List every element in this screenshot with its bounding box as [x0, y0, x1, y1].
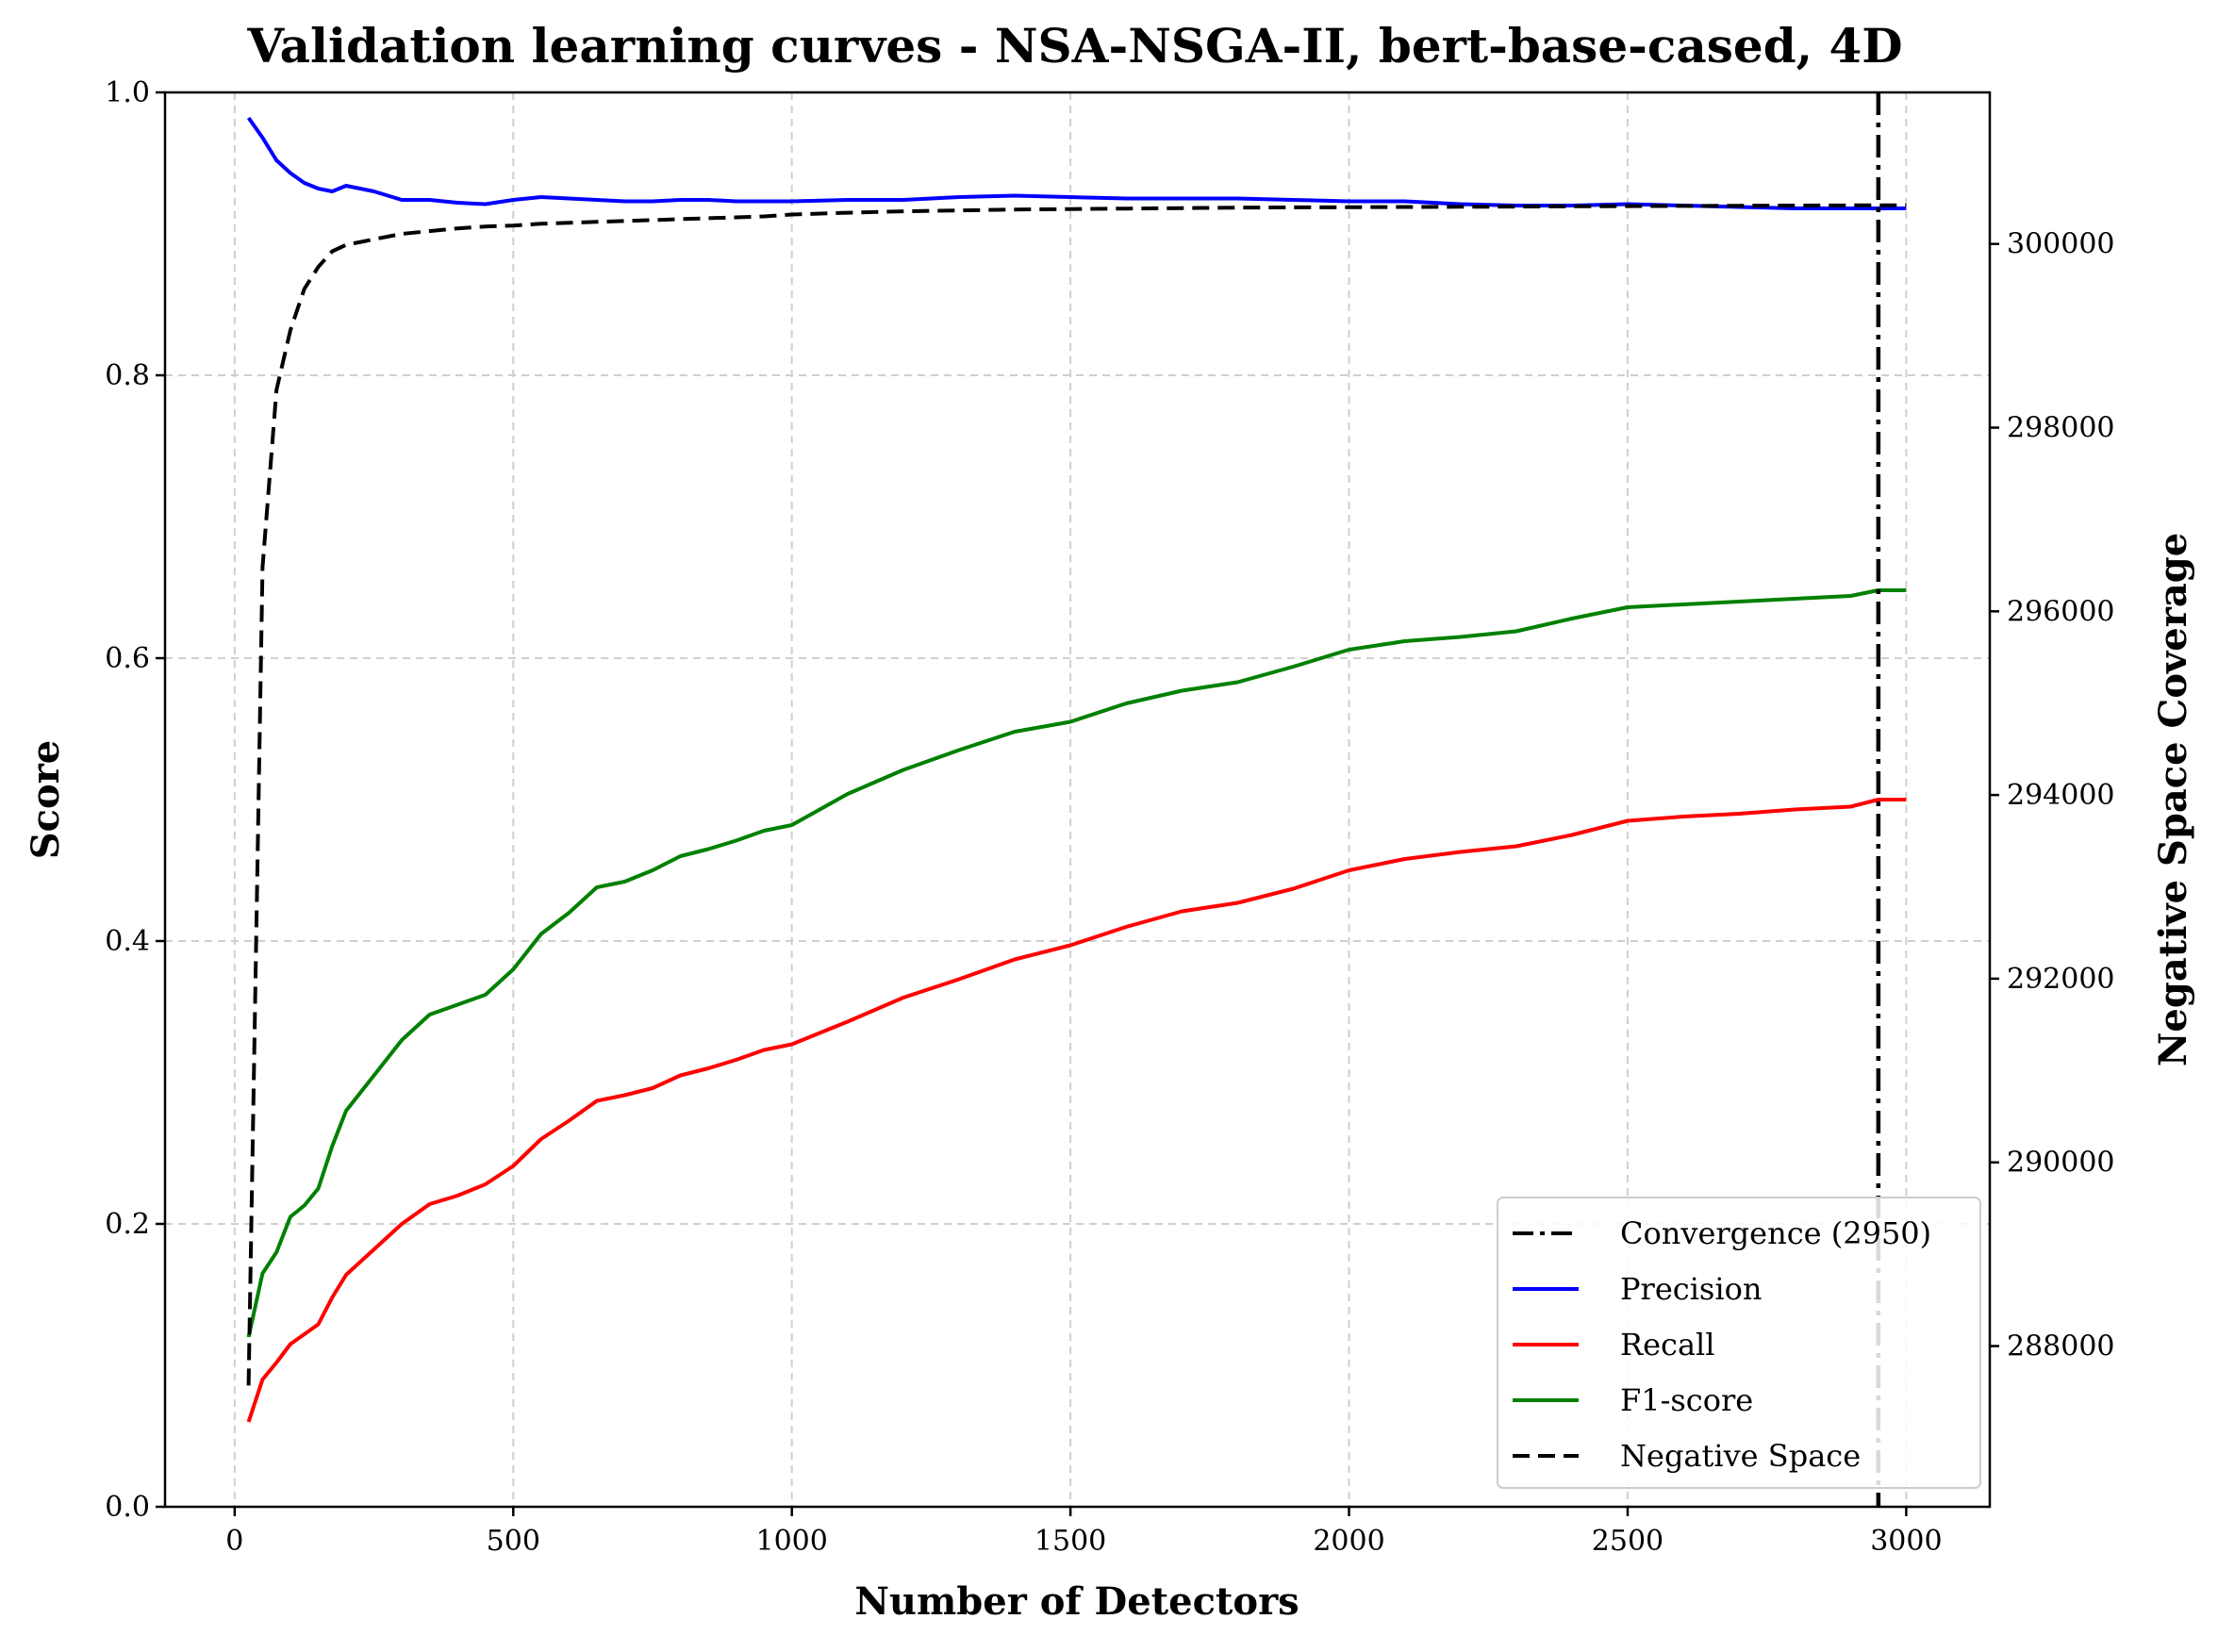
y2-axis-label: Negative Space Coverage [2151, 533, 2195, 1066]
legend-label: F1-score [1620, 1382, 1753, 1418]
y2-tick-label: 298000 [2007, 412, 2115, 445]
precision-line [246, 116, 1907, 210]
y-tick-label: 0.0 [105, 1491, 150, 1524]
legend-label: Negative Space [1620, 1438, 1861, 1474]
y-tick-label: 0.8 [105, 359, 150, 392]
legend-label: Precision [1620, 1271, 1762, 1307]
legend-label: Recall [1620, 1327, 1715, 1363]
y2-tick-label: 292000 [2007, 963, 2115, 996]
chart-title: Validation learning curves - NSA-NSGA-II… [246, 18, 1902, 74]
y-axis-label: Score [24, 740, 68, 859]
legend-box [1497, 1197, 1981, 1489]
x-axis-label: Number of Detectors [854, 1579, 1299, 1624]
y2-tick-label: 294000 [2007, 779, 2115, 812]
y-tick-label: 0.4 [105, 925, 150, 958]
x-tick-label: 1000 [756, 1525, 828, 1558]
negative-space-line [246, 203, 1907, 1386]
y-tick-label: 1.0 [105, 76, 150, 109]
recall-line [246, 798, 1907, 1423]
y2-tick-label: 288000 [2007, 1330, 2115, 1363]
x-tick-label: 2500 [1592, 1525, 1664, 1558]
y2-tick-label: 296000 [2007, 595, 2115, 628]
y2-tick-label: 300000 [2007, 228, 2115, 261]
x-tick-label: 1500 [1035, 1525, 1106, 1558]
axes: 0 500 1000 1500 2000 2500 3000 0.0 0.2 0.4 0.6 0.8 1… [105, 76, 2114, 1558]
y-tick-label: 0.6 [105, 642, 150, 675]
x-tick-label: 3000 [1870, 1525, 1942, 1558]
y-tick-label: 0.2 [105, 1208, 150, 1241]
y2-tick-label: 290000 [2007, 1147, 2115, 1180]
legend-label: Convergence (2950) [1620, 1215, 1931, 1251]
plot-frame [163, 91, 1992, 1509]
x-tick-label: 2000 [1313, 1525, 1384, 1558]
legend: Convergence (2950) Precision Recall F1-scor… [1497, 1197, 1981, 1489]
x-tick-label: 0 [225, 1525, 243, 1558]
x-tick-label: 500 [487, 1525, 540, 1558]
f1-score-line [246, 588, 1907, 1338]
